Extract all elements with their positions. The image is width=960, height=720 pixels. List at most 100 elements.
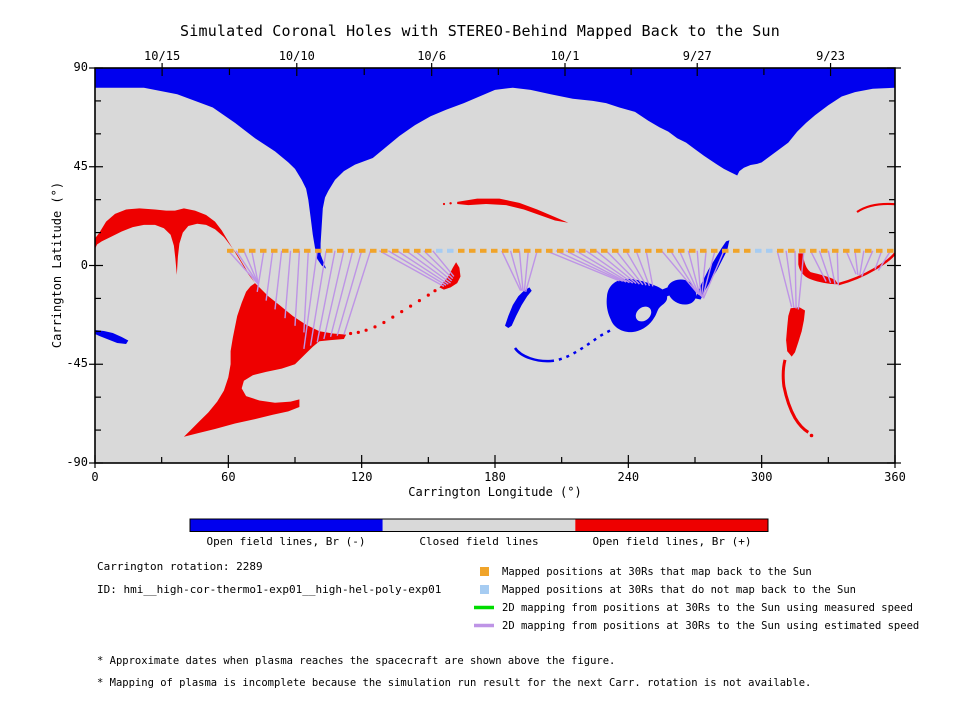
mapped-position-dash	[700, 248, 707, 253]
mapped-position-dash	[348, 248, 355, 253]
mapping-line	[316, 250, 336, 343]
date-label-10-1: 10/1	[550, 49, 580, 63]
mapping-line	[809, 250, 827, 282]
crescent-dot	[442, 202, 446, 206]
legend-item-measured-speed: 2D mapping from positions at 30Rs to the…	[502, 602, 913, 614]
mapping-line	[701, 250, 716, 298]
mapping-line	[696, 250, 702, 297]
mapping-line	[615, 250, 644, 286]
legend-item-estimated-speed: 2D mapping from positions at 30Rs to the…	[502, 620, 920, 632]
right-positive-filament	[781, 359, 810, 434]
mapping-line	[336, 250, 363, 336]
mapped-position-dash	[458, 248, 465, 253]
xtick-60: 60	[221, 470, 236, 484]
colorbar-closed-segment	[382, 519, 576, 532]
mapping-line	[877, 250, 892, 271]
mapped-position-no-map-dash	[755, 248, 762, 253]
mapping-line	[323, 250, 345, 340]
mapping-line	[858, 250, 865, 276]
mapped-position-dash	[810, 248, 817, 253]
mapping-line	[678, 250, 700, 295]
mapping-line	[235, 250, 259, 285]
mapping-line	[227, 250, 259, 285]
mapped-position-dash	[392, 248, 399, 253]
mapped-position-dash	[337, 248, 344, 253]
mapped-position-dash	[887, 248, 894, 253]
mapping-line	[509, 250, 523, 291]
mid-crescent-region	[457, 198, 569, 223]
mapping-line	[379, 250, 445, 287]
mapping-line	[845, 250, 857, 275]
colorbar-label-positive: Open field lines, Br (+)	[592, 535, 752, 548]
mapped-position-dash	[843, 248, 850, 253]
mapping-line	[836, 250, 840, 286]
north-polar-hole-region	[95, 68, 895, 269]
mapping-line	[861, 250, 874, 277]
mapping-line	[294, 250, 301, 326]
mapped-position-dash	[535, 248, 542, 253]
xtick-240: 240	[617, 470, 640, 484]
mapping-line	[818, 250, 832, 284]
top-right-red-arc	[856, 202, 895, 213]
mapping-line	[518, 250, 524, 292]
colorbar-negative-segment	[190, 519, 383, 532]
xtick-180: 180	[484, 470, 506, 484]
mapping-line	[432, 250, 455, 277]
mapped-position-dash	[502, 248, 509, 253]
mapping-line	[387, 250, 447, 286]
south-positive-hole-region	[183, 283, 347, 437]
mapping-line	[635, 250, 651, 287]
mapping-line	[625, 250, 647, 286]
xtick-0: 0	[91, 470, 99, 484]
mapping-line	[309, 250, 327, 346]
mapping-line	[585, 250, 634, 284]
date-label-10-15: 10/15	[144, 49, 181, 63]
mapping-line	[669, 250, 699, 295]
mapped-position-dash	[623, 248, 630, 253]
y-axis-title: Carrington Latitude (°)	[50, 181, 64, 349]
mapped-position-dash	[667, 248, 674, 253]
mapping-line	[555, 250, 624, 282]
mapping-line	[396, 250, 449, 285]
mapped-position-dash	[876, 248, 883, 253]
plot-border	[94, 67, 896, 464]
ytick-90: 90	[73, 60, 88, 74]
carrington-map	[95, 68, 895, 463]
mapping-line	[797, 250, 805, 310]
date-label-9-27: 9/27	[682, 49, 712, 63]
mapping-line	[687, 250, 701, 296]
left-positive-hole-region	[95, 208, 255, 284]
mapping-line	[250, 250, 260, 285]
run-id-text: ID: hmi__high-cor-thermo1-exp01__high-he…	[97, 583, 442, 596]
mapping-line	[405, 250, 451, 284]
mapped-position-dash	[403, 248, 410, 253]
mapped-position-dash	[282, 248, 289, 253]
mapped-position-dash	[271, 248, 278, 253]
mapping-line	[645, 250, 654, 287]
colorbar-positive-segment	[575, 519, 768, 532]
ytick--45: -45	[66, 356, 88, 371]
mapping-line	[854, 250, 859, 276]
mapping-line	[595, 250, 637, 285]
small-left-negative-region	[95, 330, 129, 344]
mapping-line	[284, 250, 292, 319]
mapped-position-dash	[722, 248, 729, 253]
mapping-line	[414, 250, 453, 282]
footnote-mapping: * Mapping of plasma is incomplete becaus…	[97, 677, 812, 689]
south-negative-arm	[695, 240, 730, 300]
date-label-10-6: 10/6	[417, 49, 447, 63]
mapped-position-dash	[645, 248, 652, 253]
mapping-line	[303, 250, 310, 333]
right-positive-blob	[786, 307, 805, 357]
smile-arc-dotted	[550, 328, 612, 363]
mapped-position-dash	[733, 248, 740, 253]
mapped-position-dash	[315, 248, 322, 253]
footnote-dates: * Approximate dates when plasma reaches …	[97, 655, 616, 667]
mapped-position-dash	[304, 248, 311, 253]
smile-arc-solid	[513, 347, 552, 363]
legend-item-mapped: Mapped positions at 30Rs that map back t…	[502, 566, 812, 578]
mapped-position-dash	[227, 248, 234, 253]
mapped-position-dash	[612, 248, 619, 253]
mapped-position-dash	[557, 248, 564, 253]
ytick-0: 0	[80, 257, 88, 272]
